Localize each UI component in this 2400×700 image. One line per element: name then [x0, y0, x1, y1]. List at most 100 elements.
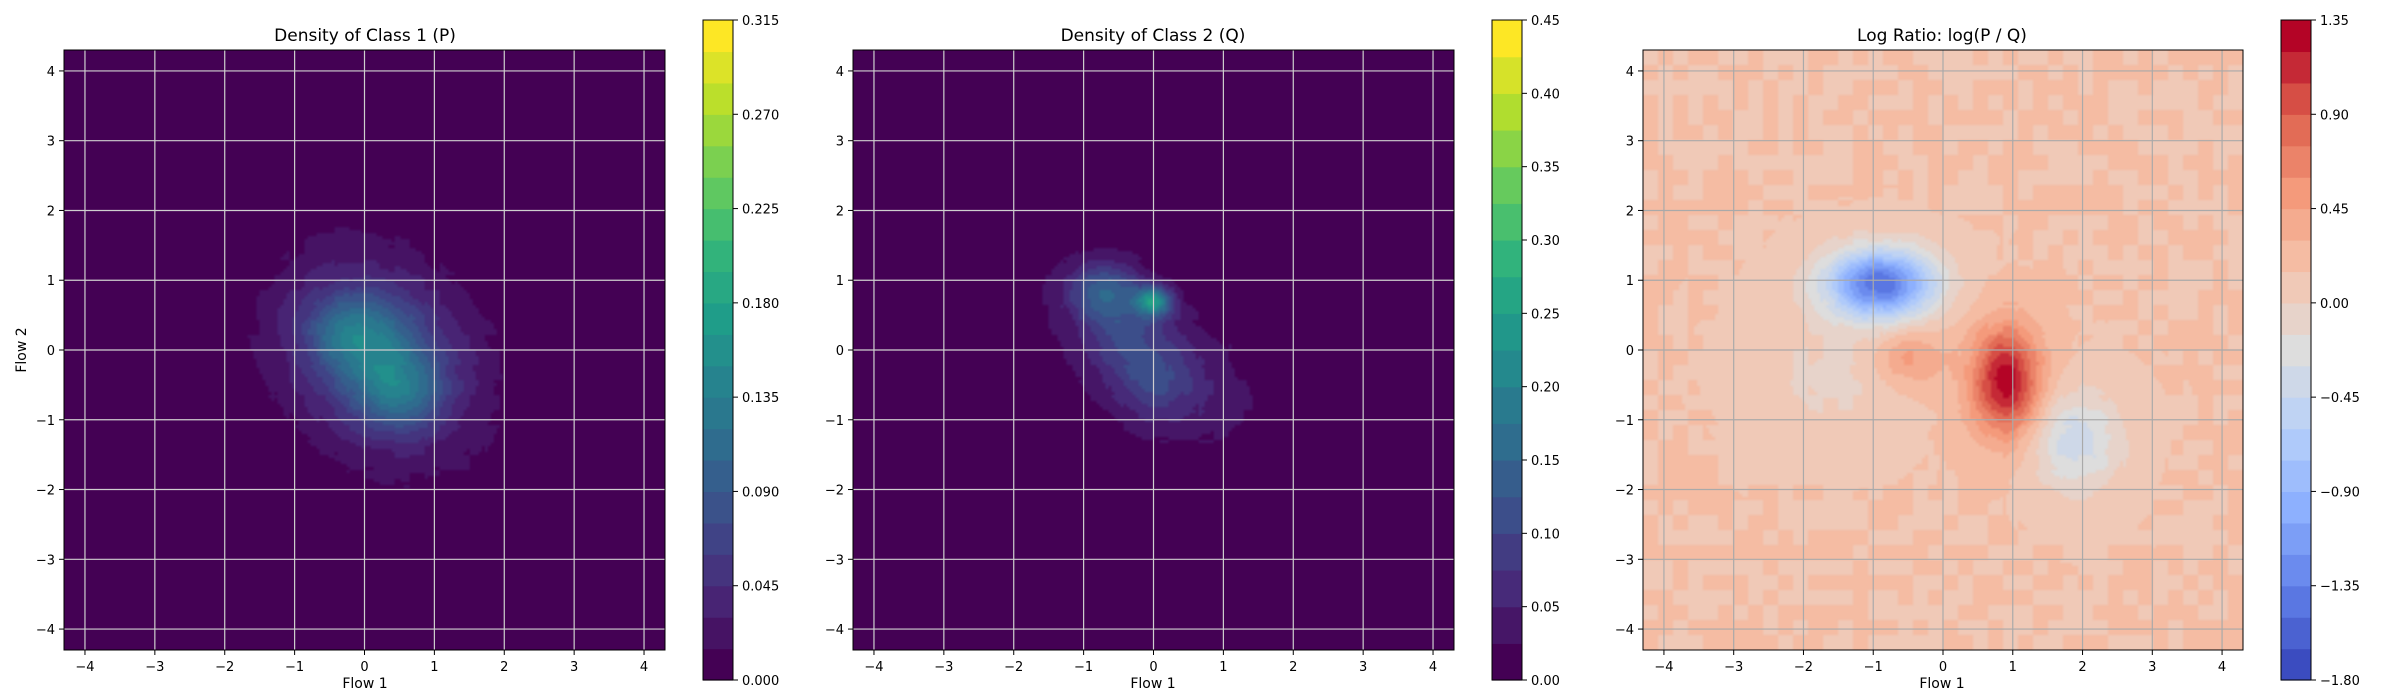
- x-tick-label: 4: [2218, 660, 2226, 675]
- x-tick-label: −3: [934, 660, 953, 675]
- colorbar-band: [2281, 145, 2311, 178]
- colorbar-band: [2281, 114, 2311, 147]
- y-tick-label: 1: [47, 274, 55, 289]
- y-tick-label: −4: [36, 623, 55, 638]
- y-tick-label: 2: [836, 204, 844, 219]
- x-tick-label: 1: [1219, 660, 1227, 675]
- colorbar-band: [1492, 93, 1522, 131]
- y-tick-label: −4: [825, 623, 844, 638]
- y-tick-label: −3: [825, 553, 844, 568]
- colorbar-tick-label: 0.00: [1531, 674, 1560, 689]
- colorbar-tick-label: 0.270: [742, 108, 779, 123]
- colorbar-band: [703, 20, 733, 53]
- panel-class2-density: Density of Class 2 (Q) −4 −3 −2 −1 0 1 2 3 4 −4 −3…: [825, 14, 1560, 692]
- y-tick-label: 2: [1626, 204, 1634, 219]
- colorbar-band: [1492, 203, 1522, 241]
- colorbar-band: [2281, 334, 2311, 367]
- colorbar-band: [2281, 82, 2311, 115]
- colorbar-band: [2281, 302, 2311, 335]
- colorbar-band: [2281, 271, 2311, 304]
- x-tick-label: −3: [145, 660, 164, 675]
- x-tick-label: −1: [1864, 660, 1883, 675]
- colorbar-tick-label: 0.40: [1531, 87, 1560, 102]
- colorbar-tick-label: 0.15: [1531, 454, 1560, 469]
- x-tick-label: −2: [1004, 660, 1023, 675]
- x-tick-label: 0: [1939, 660, 1947, 675]
- colorbar-band: [703, 51, 733, 84]
- colorbar-band: [1492, 496, 1522, 534]
- colorbar-tick-label: 0.180: [742, 297, 779, 312]
- panel3-grid: [1643, 50, 2243, 650]
- colorbar-tick-label: 0.135: [742, 391, 779, 406]
- colorbar-band: [703, 648, 733, 681]
- colorbar-band: [703, 585, 733, 618]
- colorbar-tick-label: 0.10: [1531, 527, 1560, 542]
- colorbar-band: [1492, 313, 1522, 351]
- y-tick-label: 2: [47, 204, 55, 219]
- y-tick-label: 0: [1626, 344, 1634, 359]
- colorbar-band: [703, 334, 733, 367]
- y-tick-label: −3: [36, 553, 55, 568]
- panel2-xlabel: Flow 1: [1130, 676, 1175, 692]
- colorbar-tick-label: 1.35: [2320, 14, 2349, 29]
- y-tick-label: 0: [836, 344, 844, 359]
- colorbar-tick-label: 0.05: [1531, 601, 1560, 616]
- colorbar-band: [1492, 423, 1522, 461]
- colorbar-band: [1492, 240, 1522, 278]
- panel2-grid: [853, 50, 1454, 650]
- x-tick-label: −1: [1074, 660, 1093, 675]
- colorbar-band: [703, 302, 733, 335]
- colorbar-band: [2281, 522, 2311, 555]
- y-tick-label: 0: [47, 344, 55, 359]
- x-tick-label: −4: [75, 660, 94, 675]
- colorbar-band: [703, 365, 733, 398]
- colorbar-band: [703, 491, 733, 524]
- colorbar-band: [1492, 350, 1522, 388]
- colorbar-band: [703, 240, 733, 273]
- colorbar-band: [703, 208, 733, 241]
- colorbar-tick-label: 0.00: [2320, 297, 2349, 312]
- colorbar-band: [2281, 491, 2311, 524]
- colorbar-band: [2281, 397, 2311, 430]
- x-tick-label: 3: [1359, 660, 1367, 675]
- x-tick-label: 2: [500, 660, 508, 675]
- colorbar-band: [2281, 365, 2311, 398]
- panel1-ticks: −4 −3 −2 −1 0 1 2 3 4 −4 −3 −2 −1 0 1 2 3 4: [36, 65, 648, 675]
- x-tick-label: 3: [2148, 660, 2156, 675]
- colorbar-frame: [702, 19, 734, 681]
- y-tick-label: 4: [1626, 65, 1634, 80]
- colorbar-band: [1492, 166, 1522, 204]
- panel1-ylabel: Flow 2: [14, 327, 30, 372]
- y-tick-label: −1: [1615, 414, 1634, 429]
- x-tick-label: 1: [2009, 660, 2017, 675]
- panel1-xlabel: Flow 1: [342, 676, 387, 692]
- x-tick-label: 2: [1289, 660, 1297, 675]
- colorbar-frame: [2280, 19, 2312, 681]
- colorbar-tick-label: 0.000: [742, 674, 779, 689]
- colorbar-tick-label: 0.090: [742, 485, 779, 500]
- colorbar-band: [703, 554, 733, 587]
- colorbar-band: [2281, 208, 2311, 241]
- colorbar-tick-label: 0.045: [742, 580, 779, 595]
- y-tick-label: −1: [36, 414, 55, 429]
- colorbar-tick-label: 0.25: [1531, 307, 1560, 322]
- colorbar-band: [2281, 554, 2311, 587]
- panel1-colorbar-ticks: 0.000 0.045 0.090 0.135 0.180 0.225 0.270 0.315: [702, 14, 779, 689]
- colorbar-tick-label: −1.35: [2320, 580, 2360, 595]
- panel2-colorbar-ticks: 0.00 0.05 0.10 0.15 0.20 0.25 0.30 0.35 0.40 0.45: [1491, 14, 1560, 689]
- colorbar-band: [703, 522, 733, 555]
- colorbar-band: [703, 82, 733, 115]
- colorbar-tick-label: −0.90: [2320, 485, 2360, 500]
- y-tick-label: 4: [47, 65, 55, 80]
- y-tick-label: 3: [47, 135, 55, 150]
- x-tick-label: −2: [1794, 660, 1813, 675]
- colorbar-tick-label: 0.225: [742, 203, 779, 218]
- colorbar-band: [2281, 20, 2311, 53]
- colorbar-tick-label: −0.45: [2320, 391, 2360, 406]
- colorbar-band: [1492, 386, 1522, 424]
- colorbar-band: [1492, 570, 1522, 608]
- colorbar-band: [2281, 648, 2311, 681]
- y-tick-label: −3: [1615, 553, 1634, 568]
- panel2-ticks: −4 −3 −2 −1 0 1 2 3 4 −4 −3 −2 −1 0 1 2 3 4: [825, 65, 1437, 675]
